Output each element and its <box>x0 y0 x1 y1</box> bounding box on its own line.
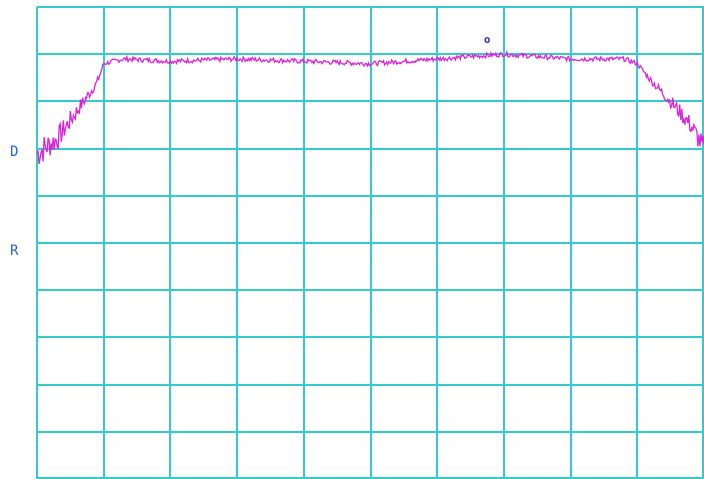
side-label-r: R <box>10 243 19 259</box>
marker-layer: o <box>484 33 491 46</box>
marker-circle-icon: o <box>484 33 491 46</box>
trace-layer <box>36 49 704 165</box>
graticule <box>36 6 704 479</box>
spectrum-trace <box>36 49 704 165</box>
side-label-d: D <box>10 144 19 160</box>
